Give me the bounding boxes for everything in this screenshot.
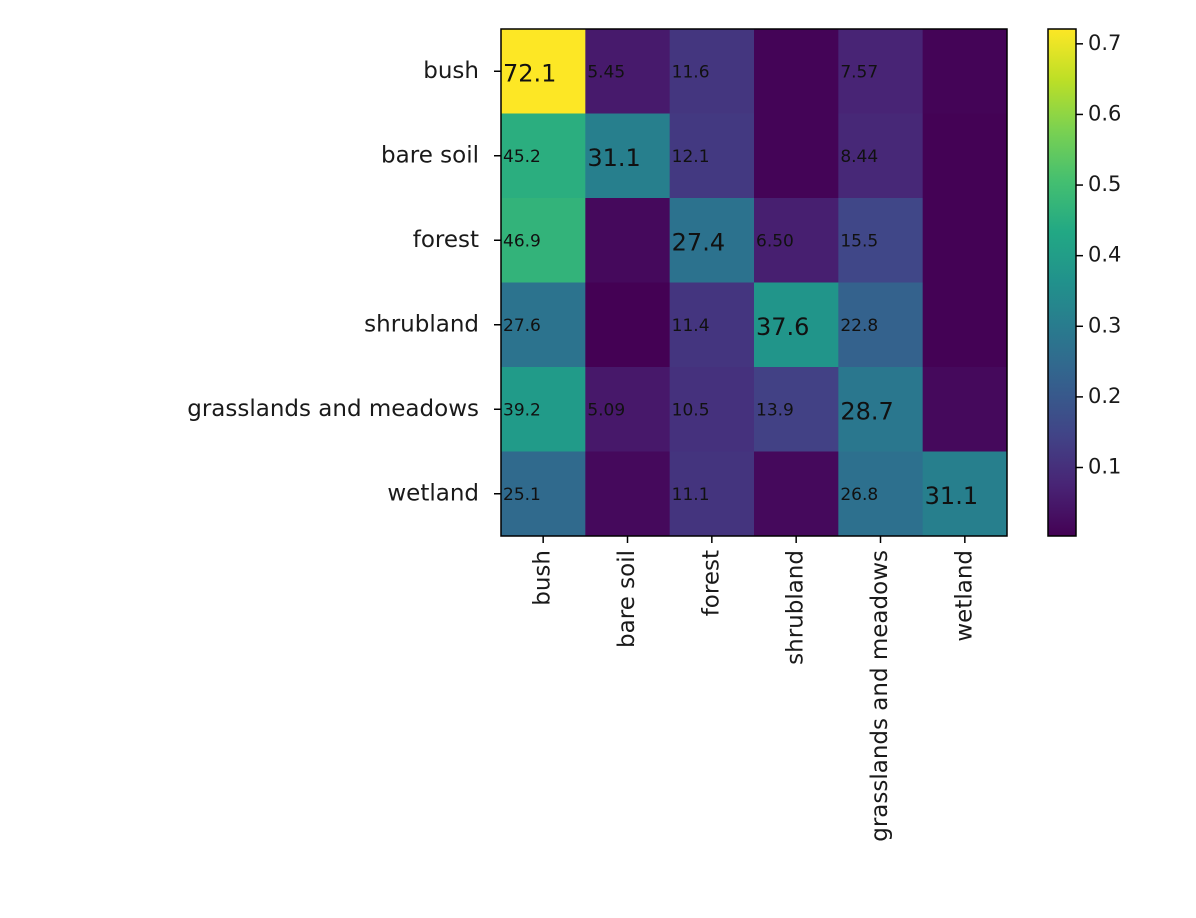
- heatmap-cell: [669, 198, 755, 283]
- heatmap-cell: [838, 367, 924, 452]
- cell-value-label: 37.6: [756, 313, 809, 341]
- heatmap-cell: [669, 451, 755, 537]
- heatmap-cell: [922, 367, 1008, 452]
- heatmap-cell: [922, 451, 1008, 537]
- heatmap-cell: [501, 113, 586, 199]
- cell-value-label: 31.1: [925, 482, 978, 510]
- heatmap-cell: [585, 451, 671, 537]
- heatmap-cell: [501, 29, 586, 114]
- heatmap-cell: [922, 198, 1008, 283]
- colorbar-tick-label: 0.6: [1088, 101, 1121, 125]
- heatmap-cell: [922, 113, 1008, 199]
- cell-value-label: 13.9: [756, 400, 794, 420]
- cell-value-label: 5.45: [587, 62, 625, 82]
- cell-value-label: 11.6: [672, 62, 710, 82]
- heatmap-cell: [585, 198, 671, 283]
- heatmap-cell: [754, 198, 839, 283]
- x-tick-label: bush: [530, 550, 556, 606]
- heatmap-cell: [669, 113, 755, 199]
- heatmap-cell: [754, 282, 839, 368]
- cell-value-label: 27.6: [503, 316, 541, 336]
- colorbar-tick-label: 0.4: [1088, 243, 1121, 267]
- heatmap-cell: [501, 198, 586, 283]
- heatmap-cell: [669, 367, 755, 452]
- cell-value-label: 10.5: [672, 400, 710, 420]
- heatmap-cell: [922, 29, 1008, 114]
- cell-value-label: 45.2: [503, 147, 541, 167]
- y-axis: bush bare soil forest shrubland grasslands a…: [187, 58, 501, 506]
- cell-value-label: 25.1: [503, 485, 541, 505]
- colorbar-tick-label: 0.2: [1088, 384, 1121, 408]
- heatmap-cell: [838, 198, 924, 283]
- y-tick-label: grasslands and meadows: [187, 396, 479, 422]
- heatmap-cell: [501, 367, 586, 452]
- cell-value-label: 26.8: [840, 485, 878, 505]
- x-tick-label: bare soil: [614, 550, 640, 648]
- cell-value-label: 7.57: [840, 62, 878, 82]
- heatmap-cell: [501, 451, 586, 537]
- heatmap-cell: [669, 29, 755, 114]
- heatmap-cell: [501, 282, 586, 368]
- cell-value-label: 22.8: [840, 316, 878, 336]
- x-tick-label: wetland: [951, 550, 977, 642]
- cell-value-label: 27.4: [672, 228, 725, 256]
- cell-value-labels: 72.1 5.45 11.6 7.57 45.2 31.1 12.1 8.44 46.9 27.4…: [503, 59, 978, 510]
- x-tick-label: forest: [698, 550, 724, 616]
- cell-value-label: 15.5: [840, 231, 878, 251]
- heatmap-cell: [754, 367, 839, 452]
- y-tick-label: bush: [423, 58, 479, 84]
- cell-value-label: 6.50: [756, 231, 794, 251]
- colorbar-gradient: [1047, 28, 1077, 537]
- heatmap-cell: [754, 451, 839, 537]
- heatmap-cell: [754, 29, 839, 114]
- heatmap-cell: [838, 113, 924, 199]
- y-tick-label: forest: [413, 227, 479, 253]
- x-tick-label: shrubland: [783, 550, 809, 665]
- colorbar-tick-label: 0.7: [1088, 31, 1121, 55]
- heatmap-cell: [585, 367, 671, 452]
- cell-value-label: 31.1: [587, 144, 640, 172]
- colorbar-tick-label: 0.3: [1088, 313, 1121, 337]
- colorbar-tick-label: 0.5: [1088, 172, 1121, 196]
- cell-value-label: 11.4: [672, 316, 710, 336]
- heatmap-cell: [922, 282, 1008, 368]
- colorbar-tick-label: 0.1: [1088, 455, 1121, 479]
- cell-value-label: 12.1: [672, 147, 710, 167]
- cell-value-label: 8.44: [840, 147, 878, 167]
- y-tick-label: bare soil: [381, 142, 479, 168]
- heatmap-cell: [585, 29, 671, 114]
- cell-value-label: 5.09: [587, 400, 625, 420]
- cell-value-label: 72.1: [503, 59, 556, 87]
- cell-value-label: 11.1: [672, 485, 710, 505]
- plot-frame: [500, 28, 1008, 537]
- cell-value-label: 28.7: [840, 397, 893, 425]
- heatmap-cell: [838, 29, 924, 114]
- heatmap-cell: [669, 282, 755, 368]
- x-tick-label: grasslands and meadows: [867, 550, 893, 842]
- heatmap-cells: [501, 29, 1008, 537]
- heatmap-cell: [838, 282, 924, 368]
- y-tick-label: wetland: [387, 480, 479, 506]
- colorbar: 0.1 0.2 0.3 0.4 0.5 0.6 0.7: [1047, 28, 1121, 537]
- x-axis: bush bare soil forest shrubland grasslands a…: [530, 536, 977, 842]
- y-tick-label: shrubland: [364, 311, 479, 337]
- cell-value-label: 46.9: [503, 231, 541, 251]
- heatmap-cell: [585, 282, 671, 368]
- cell-value-label: 39.2: [503, 400, 541, 420]
- heatmap-cell: [754, 113, 839, 199]
- heatmap-cell: [838, 451, 924, 537]
- heatmap-cell: [585, 113, 671, 199]
